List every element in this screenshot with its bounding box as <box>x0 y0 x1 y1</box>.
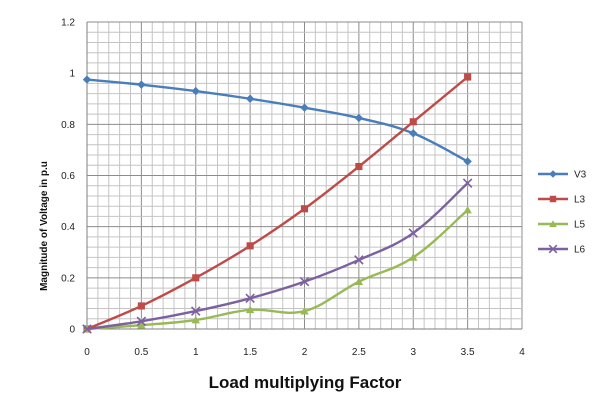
plot-area <box>86 21 523 330</box>
data-point-l5 <box>463 205 472 214</box>
y-tick-label: 0.8 <box>61 120 75 131</box>
y-axis-label: Magnitude of Voltage in p.u <box>39 161 50 291</box>
y-tick-label: 1 <box>69 69 75 80</box>
series-line-v3 <box>86 78 469 163</box>
legend-marker <box>549 220 557 228</box>
legend-entry-v3: V3 <box>538 170 587 181</box>
data-point-v3 <box>354 113 364 123</box>
y-tick-label: 1.2 <box>61 18 75 29</box>
data-point-l5 <box>354 277 364 286</box>
legend-label: L5 <box>574 220 586 231</box>
data-point-l3 <box>246 242 254 250</box>
data-point-l3 <box>464 73 472 81</box>
legend-marker <box>548 244 558 254</box>
data-point-v3 <box>300 103 309 112</box>
x-tick-label: 1.5 <box>243 347 257 358</box>
data-point-l5 <box>137 320 146 329</box>
series <box>82 73 473 334</box>
legend-entry-l6: L6 <box>538 245 586 256</box>
legend-entry-l3: L3 <box>538 195 586 206</box>
x-tick-label: 4 <box>519 347 525 358</box>
data-point-v3 <box>191 86 200 96</box>
data-point-l6 <box>462 178 473 188</box>
x-tick-label: 3 <box>410 347 416 358</box>
legend-label: L3 <box>574 195 586 206</box>
legend-label: V3 <box>574 170 587 181</box>
data-point-l6 <box>136 316 147 327</box>
legend-marker <box>549 170 557 178</box>
x-tick-label: 0.5 <box>134 347 148 358</box>
legend: V3 L3 L5 L6 <box>538 170 587 256</box>
gridlines <box>86 21 523 330</box>
y-tick-labels: 0 0.2 0.4 0.6 0.8 1 1.2 <box>61 18 75 336</box>
series-v3 <box>82 75 472 166</box>
x-tick-label: 2 <box>302 347 308 358</box>
data-point-l5 <box>409 253 418 261</box>
data-point-l5 <box>191 315 200 324</box>
series-l6 <box>82 178 473 334</box>
x-tick-label: 0 <box>84 347 90 358</box>
data-point-v3 <box>82 75 92 84</box>
y-tick-label: 0.4 <box>61 222 75 233</box>
legend-entry-l5: L5 <box>538 220 586 231</box>
data-point-l3 <box>300 205 309 213</box>
x-axis-label: Load multiplying Factor <box>209 373 402 392</box>
legend-label: L6 <box>574 245 586 256</box>
data-point-l6 <box>190 306 201 316</box>
data-point-l5 <box>300 306 309 315</box>
y-tick-label: 0.6 <box>61 171 75 182</box>
x-tick-labels: 0 0.5 1 1.5 2 2.5 3 3.5 4 <box>84 347 525 358</box>
data-point-v3 <box>137 80 146 89</box>
data-point-l3 <box>409 118 417 126</box>
y-tick-label: 0 <box>69 325 75 336</box>
y-tick-label: 0.2 <box>61 273 75 284</box>
data-point-v3 <box>409 129 418 138</box>
data-point-l6 <box>245 293 255 304</box>
x-tick-label: 1 <box>193 347 199 358</box>
legend-marker <box>549 195 557 203</box>
data-point-l5 <box>245 305 255 314</box>
x-tick-label: 3.5 <box>461 347 475 358</box>
data-point-l3 <box>137 302 145 310</box>
data-point-l3 <box>192 274 200 282</box>
data-point-l6 <box>354 255 364 265</box>
data-point-v3 <box>463 157 472 166</box>
axes <box>86 22 522 330</box>
data-point-l3 <box>355 162 363 171</box>
data-point-l6 <box>408 228 419 238</box>
data-point-v3 <box>245 94 255 103</box>
data-point-l6 <box>82 324 92 334</box>
data-point-l6 <box>299 276 310 287</box>
x-tick-label: 2.5 <box>352 347 366 358</box>
